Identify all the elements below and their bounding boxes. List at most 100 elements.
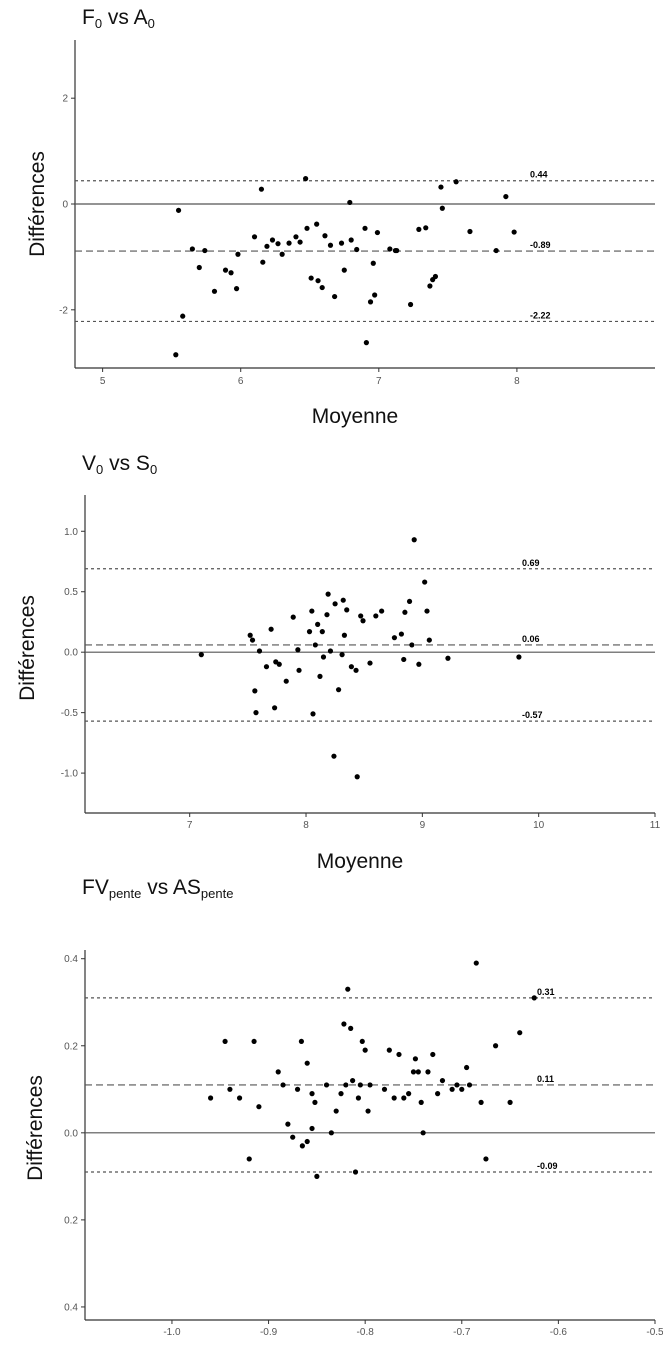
data-point — [354, 246, 360, 253]
data-point — [425, 1069, 431, 1075]
data-point — [335, 687, 342, 693]
data-point — [432, 273, 439, 280]
title-subscript: 0 — [96, 462, 104, 477]
title-subscript: pente — [108, 886, 142, 901]
data-point — [427, 283, 433, 289]
data-point — [423, 225, 429, 231]
y-tick-label: 0.4 — [64, 954, 78, 965]
title-symbol: F — [82, 6, 95, 29]
data-point — [268, 626, 274, 632]
data-point — [358, 613, 364, 619]
data-point — [391, 1095, 397, 1101]
y-tick-label: 0.2 — [64, 1041, 78, 1052]
data-point — [180, 313, 186, 319]
data-point — [357, 1082, 363, 1088]
data-point — [410, 1069, 417, 1075]
title-subscript: 0 — [147, 16, 155, 31]
data-point — [310, 711, 316, 717]
data-point — [531, 995, 537, 1001]
data-point — [189, 246, 195, 252]
data-point — [251, 234, 258, 240]
data-point — [341, 632, 348, 638]
x-tick-label: 5 — [100, 376, 106, 387]
data-point — [319, 284, 325, 291]
data-point — [492, 1043, 499, 1049]
data-point — [438, 184, 444, 190]
data-point — [386, 1047, 392, 1053]
x-tick-label: 9 — [420, 820, 426, 831]
data-point — [198, 652, 204, 658]
data-point — [315, 278, 321, 284]
data-point — [394, 247, 400, 254]
y-axis-label: Différences — [16, 595, 39, 701]
title-subscript: 0 — [149, 462, 158, 477]
data-point — [372, 292, 378, 298]
data-point — [350, 1077, 356, 1084]
data-point — [359, 1038, 365, 1045]
reference-line-label: 0.31 — [537, 987, 555, 997]
title-text: vs — [141, 876, 173, 899]
reference-line-label: 0.69 — [522, 558, 540, 568]
data-point — [418, 1099, 424, 1105]
data-point — [439, 1077, 446, 1084]
data-point — [365, 1108, 371, 1114]
x-tick-label: -0.7 — [453, 1327, 471, 1338]
data-point — [211, 288, 218, 294]
data-point — [374, 229, 381, 236]
data-point — [303, 176, 309, 182]
data-point — [464, 1064, 470, 1071]
data-point — [290, 614, 296, 620]
chart-panel-1: F0 vs A0 5 6 7 8 -2 0 2 0.44 -0.89 -2.22 Moyenne Di… — [0, 0, 663, 440]
y-tick-label: 0.5 — [64, 587, 78, 598]
data-point — [348, 1025, 354, 1031]
x-tick-label: 8 — [303, 820, 309, 831]
data-point — [332, 293, 338, 300]
data-point — [355, 1095, 362, 1101]
data-point — [280, 1082, 286, 1088]
data-point — [296, 667, 302, 673]
data-point — [493, 247, 499, 254]
data-point — [483, 1156, 489, 1162]
data-point — [264, 243, 270, 249]
data-point — [249, 637, 256, 643]
data-point — [362, 1047, 368, 1053]
title-text: vs — [103, 452, 136, 475]
title-text: vs — [102, 6, 134, 29]
title-subscript: 0 — [94, 16, 103, 31]
reference-line-label: -0.09 — [537, 1161, 558, 1171]
y-tick-label: 0.0 — [64, 648, 78, 659]
data-point — [341, 267, 347, 273]
data-point — [222, 267, 229, 273]
data-point — [304, 1138, 310, 1145]
data-point — [338, 240, 345, 246]
title-symbol: AS — [172, 876, 201, 899]
data-point — [401, 1095, 407, 1101]
data-point — [345, 986, 351, 992]
y-tick-label: 0.2 — [64, 1215, 78, 1226]
data-point — [453, 179, 459, 185]
chart-title-2: V0 vs S0 — [82, 452, 157, 477]
data-point — [503, 193, 509, 200]
data-point — [362, 225, 368, 231]
data-point — [517, 1030, 523, 1036]
data-point — [347, 199, 353, 206]
data-point — [235, 251, 241, 257]
y-axis-label: Différences — [26, 151, 49, 257]
data-point — [315, 621, 321, 627]
title-symbol: FV — [82, 876, 109, 899]
data-point — [207, 1095, 214, 1101]
data-point — [406, 1091, 412, 1097]
data-point — [354, 774, 360, 780]
data-point — [260, 259, 266, 265]
data-point — [352, 1169, 359, 1175]
data-point — [416, 226, 422, 232]
data-point — [332, 601, 338, 607]
data-point — [286, 240, 292, 246]
data-point — [360, 618, 366, 624]
x-tick-label: -0.5 — [646, 1327, 663, 1338]
data-point — [319, 629, 325, 635]
data-point — [275, 1069, 281, 1075]
data-point — [299, 1143, 305, 1149]
data-point — [396, 1051, 402, 1058]
reference-line-label: 0.11 — [537, 1074, 554, 1084]
